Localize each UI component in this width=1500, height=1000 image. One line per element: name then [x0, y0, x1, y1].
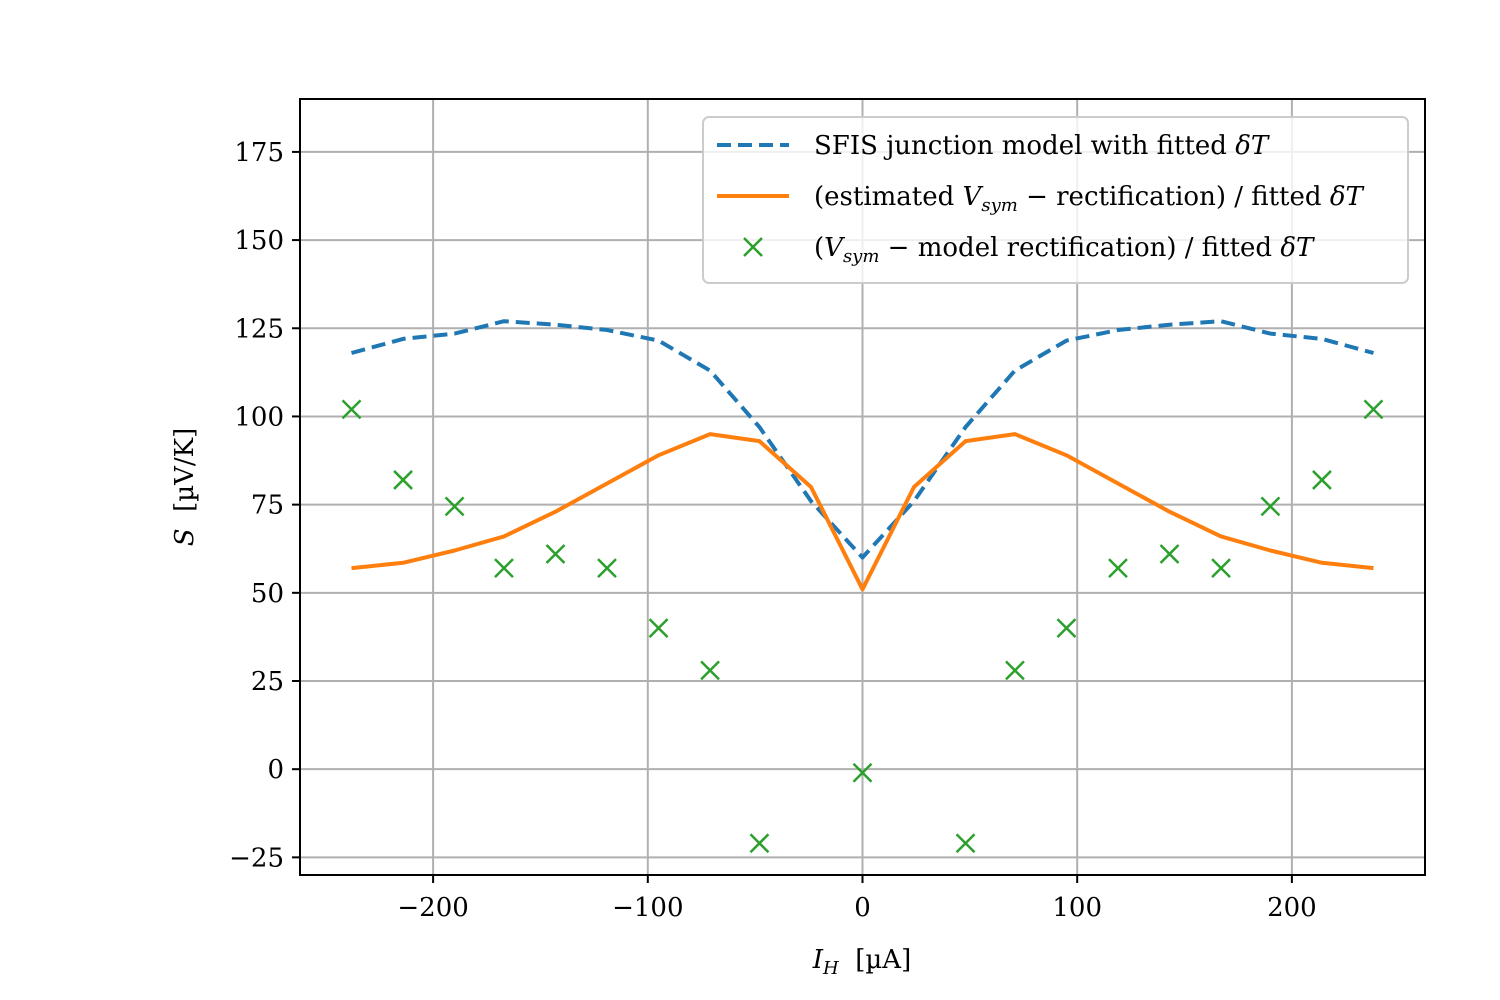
data-point-x-marker [1056, 618, 1077, 638]
data-point-x-marker [444, 496, 465, 517]
y-tick-label: 100 [234, 402, 284, 432]
data-point-x-marker [852, 762, 873, 783]
legend-entry-sfis-model: SFIS junction model with fitted δT [814, 131, 1270, 161]
series-vsym-markers [341, 399, 1384, 854]
series-layer [341, 319, 1384, 854]
y-tick-label: 150 [234, 226, 284, 256]
data-point-x-marker [545, 544, 566, 564]
data-point-x-marker [1363, 399, 1384, 420]
data-point-x-marker [1312, 470, 1332, 490]
y-tick-label: 50 [251, 579, 284, 609]
data-point-x-marker [955, 833, 976, 854]
data-point-x-marker [700, 660, 720, 681]
x-tick-label: 0 [854, 893, 871, 923]
x-axis-label: IH [µA] [812, 945, 911, 979]
legend-box [702, 116, 1409, 284]
y-tick-label: 125 [234, 314, 284, 344]
legend-entry-vsym: (Vsym − model rectification) / fitted δT [814, 233, 1315, 267]
y-tick-label: 25 [251, 667, 284, 697]
x-tick-label: −100 [612, 893, 683, 923]
legend: SFIS junction model with fitted δT (esti… [702, 116, 1409, 284]
data-point-x-marker [341, 399, 362, 420]
x-tick-label: 200 [1267, 893, 1317, 923]
data-point-x-marker [597, 558, 617, 579]
data-point-x-marker [749, 833, 770, 854]
data-point-x-marker [1260, 496, 1281, 517]
x-tick-label: −200 [397, 893, 468, 923]
series-sfis-model-line [350, 319, 1375, 560]
data-point-x-marker [393, 470, 413, 490]
data-point-x-marker [494, 558, 514, 579]
series-estimated-line [351, 432, 1374, 592]
y-tick-label: −25 [229, 843, 284, 873]
y-axis-label: S [µV/K] [170, 428, 200, 547]
data-point-x-marker [648, 618, 669, 638]
data-point-x-marker [1211, 558, 1231, 579]
data-point-x-marker [1108, 558, 1128, 579]
data-point-x-marker [1005, 660, 1025, 681]
data-point-x-marker [1159, 544, 1180, 564]
x-tick-label: 100 [1052, 893, 1102, 923]
y-tick-label: 0 [267, 755, 284, 785]
y-tick-label: 75 [251, 491, 284, 521]
ticks: −200 −100 0 100 200 −25 0 25 50 75 100 125 150 175 [229, 138, 1317, 923]
legend-entry-estimated: (estimated Vsym − rectification) / fitte… [814, 182, 1364, 216]
legend-swatch-vsym-markers [743, 237, 763, 257]
y-tick-label: 175 [234, 138, 284, 168]
